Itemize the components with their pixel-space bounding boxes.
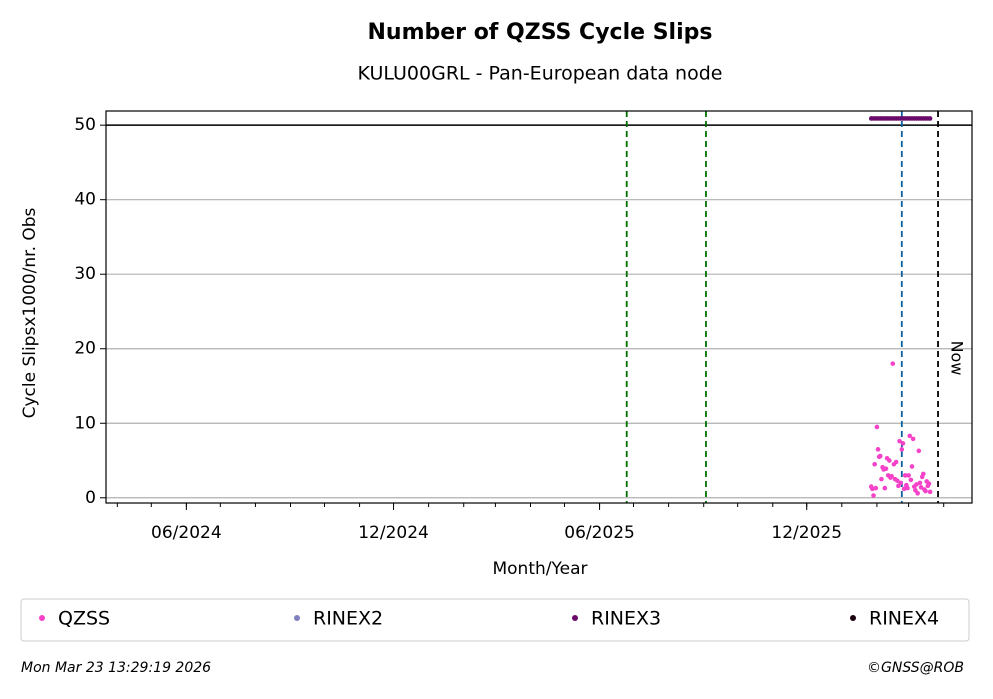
point: [900, 441, 906, 446]
legend-marker: [572, 615, 578, 621]
y-axis-label: Cycle Slipsx1000/nr. Obs: [20, 207, 40, 418]
x-axis-label: Month/Year: [492, 559, 587, 579]
point: [890, 361, 896, 366]
point: [889, 473, 894, 479]
point: [906, 473, 911, 478]
point: [894, 478, 900, 483]
point: [921, 471, 926, 477]
legend-label: QZSS: [58, 608, 110, 630]
point: [902, 473, 908, 478]
chart-title: Number of QZSS Cycle Slips: [368, 20, 713, 45]
point: [882, 485, 888, 491]
point: [872, 461, 877, 467]
legend-box: [20, 598, 970, 642]
point: [874, 424, 880, 430]
point: [917, 480, 923, 486]
legend-label: RINEX4: [869, 608, 939, 630]
y-tick-label: 20: [74, 339, 96, 359]
point: [897, 438, 902, 444]
event-label: Now: [948, 341, 967, 376]
x-tick-label: 12/2024: [358, 523, 429, 543]
point: [879, 476, 884, 482]
y-tick-label: 40: [74, 190, 96, 210]
point: [910, 436, 916, 442]
y-tick-label: 30: [74, 264, 96, 284]
footer-right: ©GNSS@ROB: [867, 660, 964, 676]
footer-left: Mon Mar 23 13:29:19 2026: [21, 660, 211, 676]
point: [927, 116, 933, 121]
x-tick-label: 06/2024: [151, 523, 222, 543]
point: [883, 466, 889, 472]
y-tick-label: 50: [74, 115, 96, 135]
x-tick-label: 12/2025: [771, 523, 842, 543]
point: [923, 488, 928, 494]
point: [873, 485, 879, 491]
legend-marker: [39, 615, 45, 621]
point: [915, 491, 920, 496]
point: [878, 453, 883, 459]
point: [905, 485, 910, 491]
point: [909, 464, 915, 469]
y-tick-label: 10: [74, 413, 96, 433]
x-tick-label: 06/2025: [564, 523, 635, 543]
point: [871, 493, 876, 498]
point: [887, 458, 892, 463]
point: [908, 477, 914, 483]
legend-label: RINEX2: [313, 608, 383, 630]
y-tick-label: 0: [85, 488, 96, 508]
point: [927, 489, 933, 495]
legend-marker: [294, 615, 300, 621]
plot-frame: [105, 110, 973, 504]
point: [893, 459, 899, 465]
point: [916, 448, 922, 454]
point: [899, 447, 905, 452]
legend-label: RINEX3: [591, 608, 661, 630]
point: [875, 447, 881, 452]
chart-subtitle: KULU00GRL - Pan-European data node: [358, 63, 723, 85]
point: [918, 485, 924, 490]
point: [907, 433, 913, 439]
point: [926, 481, 932, 486]
point: [898, 480, 903, 486]
legend-marker: [850, 615, 856, 621]
